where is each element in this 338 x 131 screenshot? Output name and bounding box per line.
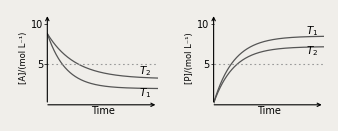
X-axis label: Time: Time (91, 106, 115, 116)
X-axis label: Time: Time (257, 106, 281, 116)
Text: $T_2$: $T_2$ (306, 45, 318, 58)
Text: $T_1$: $T_1$ (139, 86, 152, 100)
Y-axis label: [P]/(mol L⁻¹): [P]/(mol L⁻¹) (186, 32, 194, 84)
Text: $T_2$: $T_2$ (139, 64, 151, 78)
Y-axis label: [A]/(mol L⁻¹): [A]/(mol L⁻¹) (19, 32, 28, 84)
Text: $T_1$: $T_1$ (306, 24, 318, 38)
